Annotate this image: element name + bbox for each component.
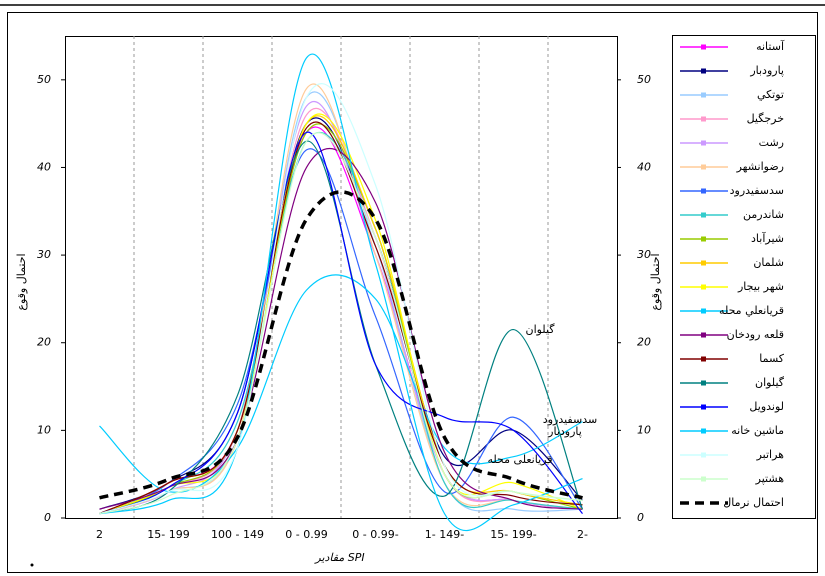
legend-label: هشتپر <box>755 472 785 485</box>
legend-label: لوندويل <box>749 400 784 413</box>
series-line <box>99 132 583 515</box>
legend-marker <box>701 380 706 386</box>
annotation: پارودبار <box>547 425 582 438</box>
legend-label: شيرآباد <box>751 231 784 245</box>
y2-tick-label: 10 <box>637 423 651 436</box>
legend-label: كسما <box>759 352 785 365</box>
y2-axis-title: احتمال وقوع <box>649 253 662 310</box>
annotation: سدسفیدرود <box>543 413 597 426</box>
series-line <box>99 113 583 515</box>
chart-frame <box>7 12 818 573</box>
legend-marker <box>701 116 706 122</box>
legend-marker <box>701 236 706 242</box>
legend-label: شهر بيجار <box>737 280 784 293</box>
legend-label: قريانعلي محله <box>719 304 784 317</box>
x-axis-title: مقادیر SPI <box>313 551 364 564</box>
x-tick-label: 2 <box>96 528 103 541</box>
legend-label: گيلوان <box>755 376 785 389</box>
legend-label: خرجگيل <box>747 112 784 125</box>
legend-label: سدسفيدرود <box>730 184 784 197</box>
legend-label: احتمال نرمال <box>723 496 784 509</box>
series-line <box>99 132 583 515</box>
legend-label: توتكي <box>757 88 784 101</box>
legend-marker <box>701 332 706 338</box>
legend-marker <box>701 452 706 458</box>
legend-label: شاندرمن <box>743 208 784 221</box>
x-tick-label: 15- 199 <box>147 528 189 541</box>
x-tick-label: 0 - 0.99 <box>285 528 327 541</box>
x-tick-label: 15- 199- <box>490 528 536 541</box>
legend-label: رضوانشهر <box>736 160 784 173</box>
legend-marker <box>701 212 706 218</box>
legend-marker <box>701 476 706 482</box>
y-tick-label: 10 <box>37 423 51 436</box>
x-tick-label: 0 - 0.99- <box>352 528 398 541</box>
legend-marker <box>701 428 706 434</box>
legend-marker <box>701 44 706 50</box>
y-tick-label: 40 <box>37 160 51 173</box>
legend-marker <box>701 308 706 314</box>
legend-label: آستانه <box>756 39 785 53</box>
legend-label: شلمان <box>753 256 784 269</box>
legend-marker <box>701 284 706 290</box>
legend-marker <box>701 356 706 362</box>
y2-tick-label: 0 <box>637 511 644 524</box>
legend-label: رشت <box>759 136 784 149</box>
series-line <box>99 190 583 500</box>
legend-marker <box>701 404 706 410</box>
y-axis-title: احتمال وقوع <box>15 253 28 310</box>
legend-label: هراتبر <box>756 448 785 461</box>
legend-label: پارودبار <box>749 64 784 77</box>
x-tick-label: 100 - 149 <box>211 528 264 541</box>
legend-marker <box>701 164 706 170</box>
y-tick-label: 20 <box>37 336 51 349</box>
y2-tick-label: 20 <box>637 336 651 349</box>
legend-marker <box>701 92 706 98</box>
annotation: قریانعلی محله <box>488 453 553 466</box>
legend-marker <box>701 140 706 146</box>
series-line <box>99 121 583 515</box>
y2-tick-label: 40 <box>637 160 651 173</box>
y-tick-label: 50 <box>37 73 51 86</box>
legend-box <box>672 35 816 519</box>
legend-marker <box>701 188 706 194</box>
annotation: گیلوان <box>525 323 555 336</box>
series-line <box>99 83 583 515</box>
legend-label: قلعه رودخان <box>727 328 784 341</box>
y-tick-label: 30 <box>37 248 51 261</box>
bullet <box>30 563 34 567</box>
legend-marker <box>701 260 706 266</box>
series-line <box>99 131 583 515</box>
series-line <box>99 53 583 531</box>
legend-marker <box>701 68 706 74</box>
x-tick-label: 1- 149- <box>425 528 464 541</box>
y-tick-label: 0 <box>44 511 51 524</box>
series-line <box>99 101 583 515</box>
legend-label: ماشين خانه <box>731 424 784 437</box>
y2-tick-label: 30 <box>637 248 651 261</box>
x-tick-label: 2- <box>577 528 588 541</box>
y2-tick-label: 50 <box>637 73 651 86</box>
series-line <box>99 147 583 510</box>
